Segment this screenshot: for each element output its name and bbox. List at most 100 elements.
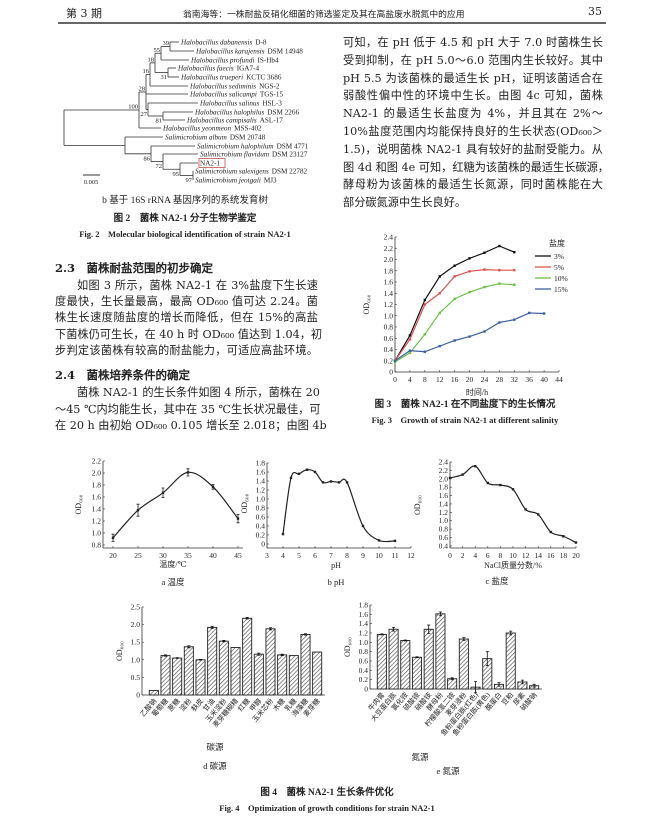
y-tick-label: 1.0 bbox=[359, 638, 369, 647]
x-tick-label: 45 bbox=[234, 551, 242, 560]
x-tick-label: 9 bbox=[361, 551, 365, 560]
data-point bbox=[289, 476, 293, 480]
data-point bbox=[524, 508, 527, 511]
text-line: 如图 3 所示，菌株 NA2-1 在 3%盐度下生长速 bbox=[77, 279, 318, 292]
y-axis-label: OD₆₀₀ bbox=[74, 494, 83, 514]
data-point bbox=[345, 481, 349, 484]
data-point bbox=[423, 298, 427, 302]
text-line: 图 4d 和图 4e 可知，红糖为该菌株的最适生长碳源， bbox=[343, 160, 609, 174]
fig4-caption-cn: 图 4 菌株 NA2-1 生长条件优化 bbox=[260, 786, 394, 798]
text-line: 步判定该菌株有较高的耐盐能力，可适应高盐环境。 bbox=[55, 343, 318, 357]
y-axis-label: OD₆₀₀ bbox=[413, 495, 422, 515]
x-tick-label: 25 bbox=[134, 551, 142, 560]
bootstrap-value: 55 bbox=[154, 47, 161, 54]
text-line: 菌株 NA2-1 的生长条件如图 4 所示，菌株在 20 bbox=[77, 386, 320, 399]
tree-leaf-label: Salimicrobium jeotgali MJ3 bbox=[195, 177, 277, 185]
bootstrap-value: 100 bbox=[128, 103, 138, 110]
bootstrap-value: 72 bbox=[156, 163, 163, 170]
bar bbox=[207, 626, 218, 696]
y-tick-label: 0 bbox=[389, 368, 393, 377]
y-tick-label: 1.0 bbox=[384, 311, 394, 320]
bar bbox=[411, 656, 423, 690]
strain-name: TGS-15 bbox=[260, 91, 284, 99]
x-tick-label: 16 bbox=[547, 551, 555, 560]
taxon-name: Salimicrobium salexigens bbox=[195, 168, 269, 176]
y-tick-label: 1.2 bbox=[439, 508, 449, 517]
data-point bbox=[361, 524, 365, 528]
data-point bbox=[408, 349, 412, 352]
error-bar bbox=[187, 645, 191, 649]
x-tick-label: 4 bbox=[281, 551, 285, 560]
x-axis-label: 碳源 bbox=[206, 742, 224, 752]
y-tick-label: 2.0 bbox=[384, 255, 394, 264]
fig3-chart: 0 0.2 0.4 0.6 0.8 1.0 1.2 1.4 1.6 1.8 2.0 2.2 2.4 0 4 8… bbox=[362, 233, 568, 398]
data-point bbox=[313, 470, 317, 474]
error-bar bbox=[403, 639, 407, 642]
text-line: 受到抑制，在 pH 5.0～6.0 范围内生长较好。其中 bbox=[343, 53, 603, 67]
fig4d-subcaption: d 碳源 bbox=[203, 761, 227, 771]
category-label: 豆粕 bbox=[499, 691, 515, 708]
y-tick-label: 0.8 bbox=[439, 525, 449, 534]
data-point bbox=[483, 330, 486, 333]
x-tick-label: 8 bbox=[423, 375, 427, 384]
error-bar bbox=[269, 627, 272, 631]
bar bbox=[435, 613, 446, 690]
error-bar bbox=[427, 624, 431, 634]
fig4a-subcaption: a 温度 bbox=[162, 577, 185, 587]
x-tick-label: 0 bbox=[448, 551, 452, 560]
y-tick-label: 1.8 bbox=[92, 481, 102, 490]
error-bar bbox=[175, 657, 179, 659]
data-point bbox=[393, 539, 397, 543]
taxon-name: Halobacillus halophilus bbox=[194, 109, 264, 117]
y-tick-label: 1.0 bbox=[439, 516, 449, 525]
y-tick-label: 1.6 bbox=[92, 493, 102, 502]
y-tick-label: 0.4 bbox=[439, 541, 449, 550]
taxon-name: Salimicrobium flavidum bbox=[200, 151, 269, 159]
tree-leaf-label: Halobacillus faecis IGA7-4 bbox=[177, 65, 259, 73]
y-tick-label: 1.4 bbox=[359, 619, 369, 628]
x-tick-label: 44 bbox=[555, 375, 563, 384]
x-axis-label: pH bbox=[331, 561, 341, 570]
category-label: 红糖 bbox=[236, 697, 252, 714]
bar bbox=[447, 678, 458, 690]
x-tick-label: 28 bbox=[496, 375, 504, 384]
x-tick-label: 11 bbox=[391, 551, 398, 560]
y-tick-label: 1.6 bbox=[256, 468, 266, 477]
y-tick-label: 1.0 bbox=[131, 655, 141, 664]
legend-label: 3% bbox=[554, 252, 564, 261]
text-line: ～45 ℃内均能生长，其中在 35 ℃生长状况最佳，可 bbox=[55, 402, 321, 416]
taxon-name: Salimicrobium halophilum bbox=[197, 143, 274, 151]
x-tick-label: 10 bbox=[509, 551, 517, 560]
x-tick-label: 40 bbox=[209, 551, 217, 560]
x-tick-label: 14 bbox=[534, 551, 542, 560]
error-bar bbox=[136, 503, 140, 517]
data-point bbox=[461, 473, 464, 476]
fig2-caption-en: Fig. 2 Molecular biological identificati… bbox=[79, 229, 291, 239]
text-line: 在 20 h 由初始 OD₆₀₀ 0.105 增长至 2.018；由图 4b bbox=[55, 419, 327, 432]
data-point bbox=[423, 303, 427, 306]
tree-leaf-label: NA2-1 bbox=[200, 160, 220, 168]
x-tick-label: 30 bbox=[159, 551, 167, 560]
strain-name: DSM 14948 bbox=[267, 48, 303, 56]
y-tick-label: 0.8 bbox=[256, 504, 266, 513]
data-point bbox=[468, 270, 471, 273]
bootstrap-value: 97 bbox=[186, 177, 193, 184]
y-tick-label: 0.6 bbox=[256, 513, 266, 522]
error-bar bbox=[111, 533, 115, 542]
error-bar bbox=[462, 637, 466, 641]
bootstrap-value: 31 bbox=[161, 74, 168, 81]
strain-name: IGA7-4 bbox=[237, 65, 260, 73]
x-tick-label: 4 bbox=[408, 375, 412, 384]
legend-label: 5% bbox=[554, 263, 564, 272]
strain-name: DSM 22782 bbox=[272, 168, 308, 176]
tree-leaf-label: Salimicrobium halophilum DSM 4771 bbox=[197, 143, 309, 151]
text-line: 度最快，生长量最高，最高 OD₆₀₀ 值可达 2.24。菌 bbox=[55, 295, 318, 309]
highlight-box bbox=[198, 158, 226, 168]
strain-name: NGS-2 bbox=[259, 83, 280, 91]
x-tick-label: 8 bbox=[499, 551, 503, 560]
text-line: 可知，在 pH 低于 4.5 和 pH 大于 7.0 时菌株生长 bbox=[343, 36, 603, 49]
category-label: 蔗糖 bbox=[166, 697, 182, 714]
fig4c-chart: 0.40.60.81.01.21.41.61.82.02.22.4 0 2 4 6 8 10… bbox=[413, 458, 580, 571]
series-line-10pct bbox=[394, 283, 515, 363]
